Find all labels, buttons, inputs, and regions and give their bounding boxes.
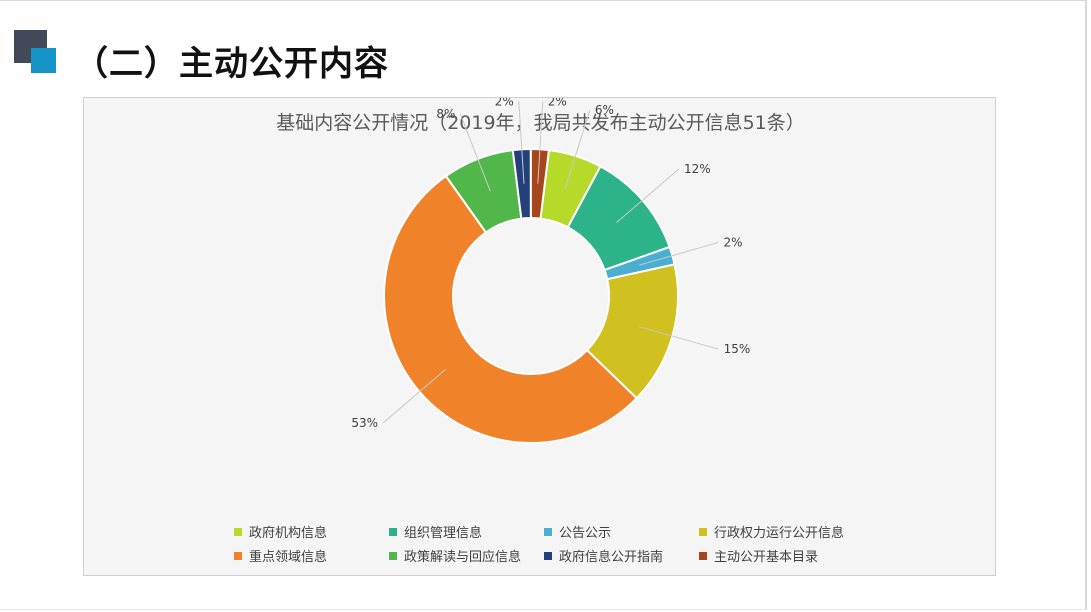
- leader-line-5: [459, 114, 491, 192]
- legend-swatch: [234, 551, 242, 560]
- page-title: （二）主动公开内容: [74, 44, 389, 84]
- decorative-square-blue: [31, 48, 56, 73]
- legend-label: 重点领域信息: [249, 550, 328, 565]
- legend-label: 主动公开基本目录: [714, 550, 819, 565]
- chart-legend: 政府机构信息 组织管理信息 公告公示 行政权力运行公开信息重点领域信息 政策解读与回应信…: [234, 522, 934, 565]
- data-label-7: 2%: [548, 98, 567, 108]
- legend-swatch: [389, 551, 397, 560]
- chart-title: 基础内容公开情况（2019年，我局共发布主动公开信息51条）: [276, 112, 805, 134]
- data-label-6: 2%: [495, 98, 514, 108]
- data-label-0: 6%: [595, 103, 614, 117]
- donut-slice-4: [383, 174, 639, 444]
- legend-item-3: 行政权力运行公开信息: [699, 522, 879, 541]
- legend-item-5: 政策解读与回应信息: [389, 546, 544, 565]
- legend-label: 政策解读与回应信息: [404, 550, 522, 565]
- leader-line-1: [616, 168, 680, 224]
- legend-label: 政府信息公开指南: [559, 550, 664, 565]
- legend-label: 公告公示: [559, 526, 612, 541]
- data-label-3: 15%: [724, 342, 751, 356]
- legend-item-4: 重点领域信息: [234, 546, 389, 565]
- legend-swatch: [389, 527, 397, 536]
- data-label-1: 12%: [684, 162, 711, 176]
- chart-panel: 基础内容公开情况（2019年，我局共发布主动公开信息51条） 6% 12% 2% 15…: [83, 97, 996, 576]
- legend-item-2: 公告公示: [544, 522, 699, 541]
- legend-swatch: [544, 551, 552, 560]
- legend-swatch: [699, 527, 707, 536]
- legend-item-6: 政府信息公开指南: [544, 546, 699, 565]
- legend-label: 政府机构信息: [249, 526, 328, 541]
- leader-line-4: [382, 368, 446, 424]
- donut-slice-7: [529, 148, 551, 220]
- leader-line-6: [518, 101, 525, 184]
- data-label-4: 53%: [351, 416, 378, 430]
- data-label-2: 2%: [724, 235, 743, 249]
- legend-swatch: [544, 527, 552, 536]
- legend-label: 组织管理信息: [404, 526, 483, 541]
- legend-label: 行政权力运行公开信息: [714, 526, 845, 541]
- leader-line-7: [537, 101, 544, 184]
- data-label-5: 8%: [436, 107, 455, 121]
- leader-line-0: [564, 109, 591, 189]
- legend-item-7: 主动公开基本目录: [699, 546, 879, 565]
- legend-item-0: 政府机构信息: [234, 522, 389, 541]
- legend-swatch: [699, 551, 707, 560]
- legend-item-1: 组织管理信息: [389, 522, 544, 541]
- leader-line-3: [639, 326, 719, 350]
- legend-swatch: [234, 527, 242, 536]
- leader-line-2: [639, 241, 719, 266]
- donut-chart: 6% 12% 2% 15% 53% 8% 2% 2%: [351, 98, 751, 444]
